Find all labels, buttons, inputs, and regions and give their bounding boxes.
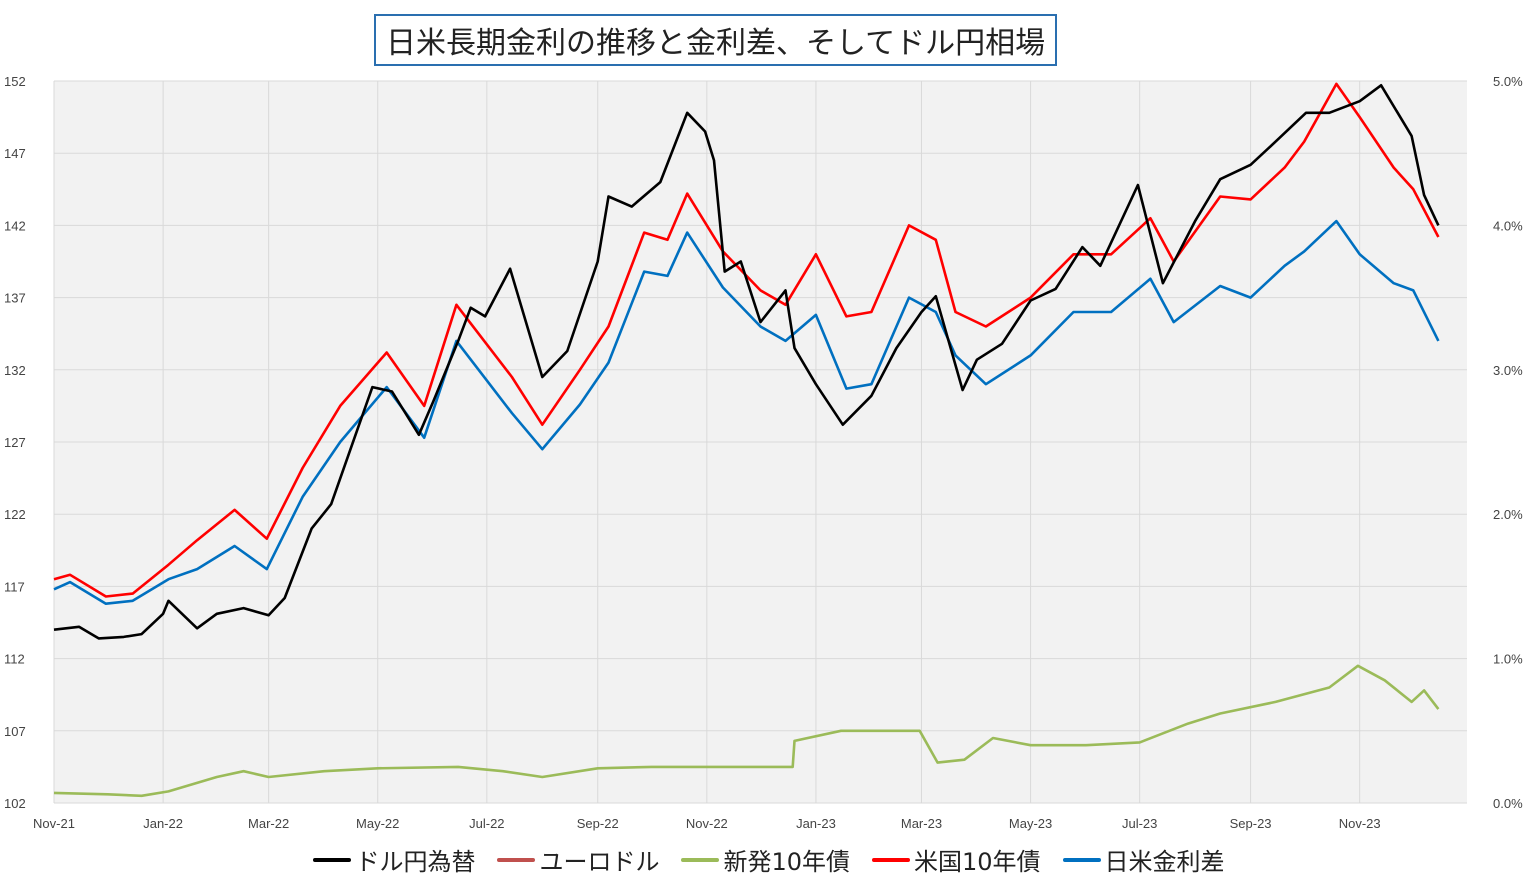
x-tick-label: Sep-22 <box>577 816 619 831</box>
left-tick-label: 142 <box>4 218 26 233</box>
left-tick-label: 107 <box>4 724 26 739</box>
legend-item-eurusd: ユーロドル <box>497 842 659 877</box>
chart-title: 日米長期金利の推移と金利差、そしてドル円相場 <box>386 26 1046 61</box>
x-tick-label: Jan-23 <box>796 816 836 831</box>
right-tick-label: 4.0% <box>1493 218 1523 233</box>
left-tick-label: 132 <box>4 363 26 378</box>
x-tick-label: Jul-22 <box>469 816 504 831</box>
legend-swatch <box>497 857 536 862</box>
left-tick-label: 127 <box>4 435 26 450</box>
x-tick-label: May-23 <box>1009 816 1052 831</box>
series-line-jgb10 <box>53 664 1440 798</box>
x-tick-label: Mar-22 <box>248 816 289 831</box>
series-line-ust10 <box>53 82 1440 598</box>
right-tick-label: 0.0% <box>1493 796 1523 811</box>
x-tick-label: Nov-23 <box>1339 816 1381 831</box>
grid-lines <box>53 80 1467 804</box>
left-tick-label: 102 <box>4 796 26 811</box>
chart-title-box: 日米長期金利の推移と金利差、そしてドル円相場 <box>374 14 1058 66</box>
legend-label: 新発10年債 <box>723 848 850 876</box>
right-tick-label: 1.0% <box>1493 652 1523 667</box>
legend-item-jgb10: 新発10年債 <box>681 842 850 877</box>
legend-label: 日米金利差 <box>1104 848 1225 876</box>
right-tick-label: 5.0% <box>1493 74 1523 89</box>
legend-label: ユーロドル <box>539 848 660 876</box>
right-axis-ticks: 0.0% 1.0% 2.0% 3.0% 4.0% 5.0% <box>1493 74 1523 811</box>
legend-label: ドル円為替 <box>355 848 476 876</box>
legend-swatch <box>313 857 352 862</box>
left-axis-ticks: 102 107 112 117 122 127 132 137 142 147 152 <box>4 74 26 811</box>
x-axis-ticks: Nov-21 Jan-22 Mar-22 May-22 Jul-22 Sep-22 Nov-… <box>33 816 1381 831</box>
series-lines <box>53 82 1440 798</box>
x-tick-label: Nov-21 <box>33 816 75 831</box>
left-tick-label: 152 <box>4 74 26 89</box>
x-tick-label: May-22 <box>356 816 399 831</box>
x-tick-label: Jan-22 <box>143 816 183 831</box>
x-tick-label: Mar-23 <box>901 816 942 831</box>
legend-item-spread: 日米金利差 <box>1062 842 1225 877</box>
left-tick-label: 122 <box>4 507 26 522</box>
legend: ドル円為替 ユーロドル 新発10年債 米国10年債 日米金利差 <box>0 842 1538 877</box>
x-tick-label: Jul-23 <box>1122 816 1157 831</box>
legend-swatch <box>681 857 720 862</box>
legend-label: 米国10年債 <box>914 848 1041 876</box>
x-tick-label: Nov-22 <box>686 816 728 831</box>
legend-swatch <box>872 857 910 862</box>
left-tick-label: 117 <box>4 579 25 594</box>
series-line-usdjpy <box>53 84 1440 640</box>
left-tick-label: 137 <box>4 291 26 306</box>
x-tick-label: Sep-23 <box>1230 816 1272 831</box>
legend-swatch <box>1062 857 1101 862</box>
right-tick-label: 3.0% <box>1493 363 1523 378</box>
left-tick-label: 112 <box>4 652 25 667</box>
legend-item-usdjpy: ドル円為替 <box>313 842 475 877</box>
series-line-spread <box>53 219 1440 605</box>
right-tick-label: 2.0% <box>1493 507 1523 522</box>
left-tick-label: 147 <box>4 146 26 161</box>
legend-item-ust10: 米国10年債 <box>872 842 1041 877</box>
